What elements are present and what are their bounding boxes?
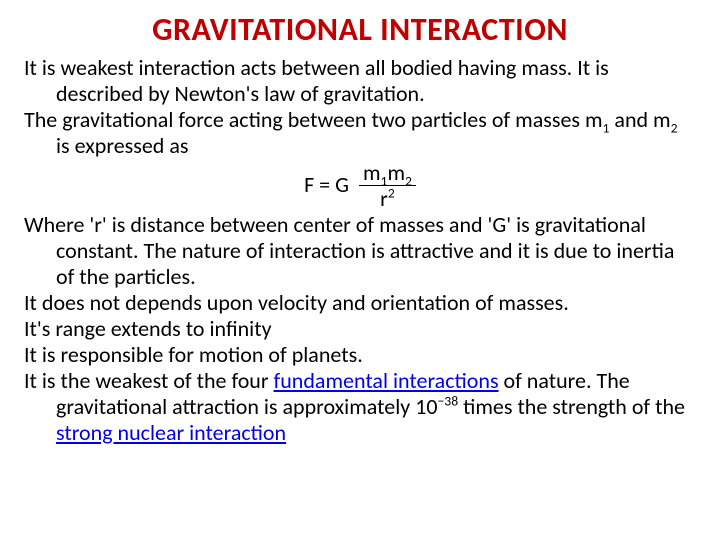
text-frag: m — [387, 159, 405, 186]
text-frag: m — [363, 159, 381, 186]
paragraph-strength: It is the weakest of the four fundamenta… — [24, 368, 696, 446]
link-fundamental-interactions[interactable]: fundamental interactions — [274, 367, 499, 394]
formula-lhs: F = G — [304, 172, 349, 198]
text-frag: and m — [609, 106, 670, 133]
formula-fraction: m1m2 r2 — [359, 161, 416, 210]
body-content: It is weakest interaction acts between a… — [24, 55, 696, 446]
formula-numerator: m1m2 — [359, 161, 416, 185]
text-frag: r — [380, 185, 388, 212]
formula-denominator: r2 — [376, 186, 399, 210]
superscript: −38 — [438, 392, 459, 409]
paragraph-planets: It is responsible for motion of planets. — [24, 342, 696, 368]
text-frag: It is the weakest of the four — [24, 367, 274, 394]
superscript: 2 — [388, 185, 395, 202]
paragraph-force-expr: The gravitational force acting between t… — [24, 107, 696, 159]
link-strong-nuclear[interactable]: strong nuclear interaction — [56, 419, 286, 446]
subscript: 2 — [405, 172, 412, 189]
paragraph-where: Where 'r' is distance between center of … — [24, 212, 696, 290]
paragraph-velocity: It does not depends upon velocity and or… — [24, 290, 696, 316]
text-frag: The gravitational force acting between t… — [24, 106, 603, 133]
subscript: 2 — [671, 119, 678, 136]
text-frag: is expressed as — [56, 132, 188, 159]
paragraph-range: It's range extends to infinity — [24, 316, 696, 342]
formula: F = G m1m2 r2 — [24, 161, 696, 210]
paragraph-weakest: It is weakest interaction acts between a… — [24, 55, 696, 107]
text-frag: times the strength of the — [458, 393, 685, 420]
page-title: GRAVITATIONAL INTERACTION — [24, 10, 696, 49]
